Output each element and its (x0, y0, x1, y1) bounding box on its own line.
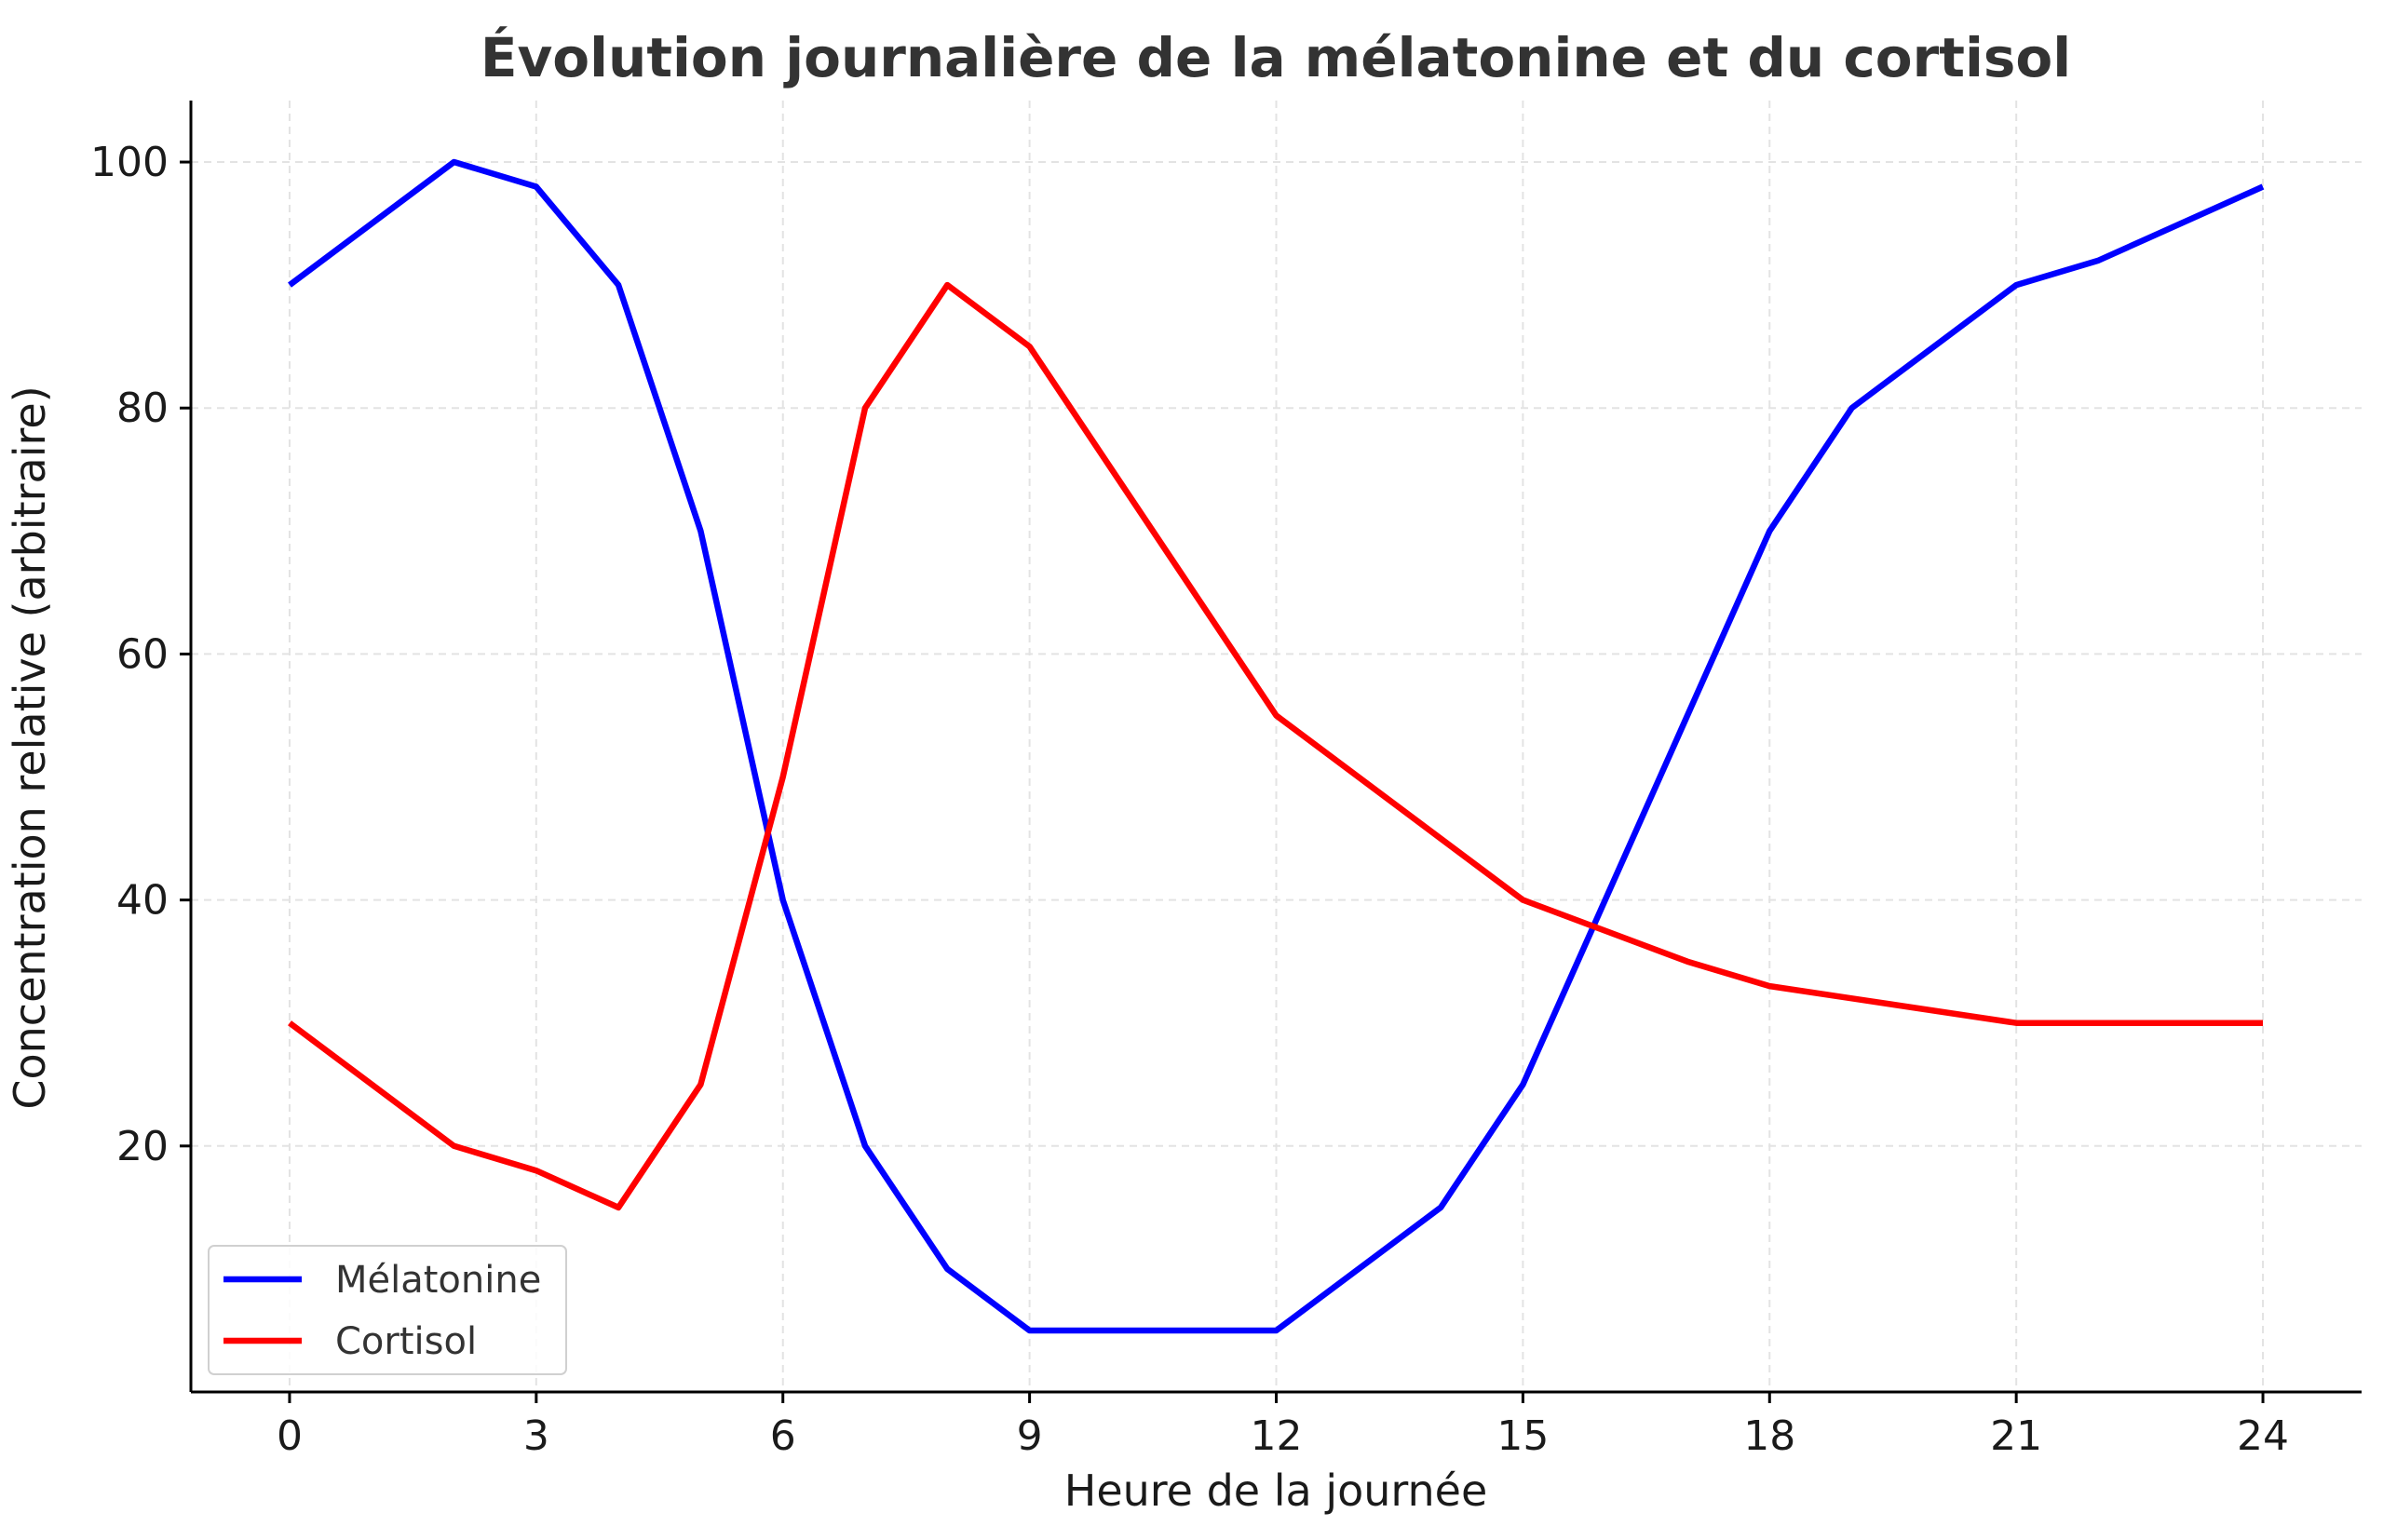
legend: Mélatonine Cortisol (208, 1245, 567, 1375)
x-tick-label: 15 (1496, 1412, 1549, 1460)
x-tick-label: 24 (2237, 1412, 2289, 1460)
y-tick-label: 80 (116, 385, 169, 432)
y-tick-label: 40 (116, 877, 169, 925)
x-tick-label: 3 (523, 1412, 549, 1460)
x-axis-label: Heure de la journée (1064, 1466, 1488, 1516)
axes: 0 3 6 9 12 15 18 21 24 20 40 60 80 100 (90, 101, 2362, 1460)
x-tick-label: 6 (770, 1412, 796, 1460)
y-axis-label: Concentration relative (arbitraire) (5, 385, 55, 1109)
x-tick-label: 21 (1990, 1412, 2042, 1460)
y-tick-label: 100 (90, 139, 169, 186)
series-lines (288, 158, 2265, 1334)
x-tick-label: 9 (1017, 1412, 1043, 1460)
y-tick-label: 60 (116, 630, 169, 678)
chart-title: Évolution journalière de la mélatonine e… (481, 25, 2071, 89)
legend-label-melatonine: Mélatonine (335, 1259, 541, 1302)
x-tick-label: 18 (1743, 1412, 1795, 1460)
x-tick-label: 12 (1251, 1412, 1303, 1460)
y-tick-label: 20 (116, 1123, 169, 1170)
grid (191, 101, 2362, 1392)
series-line-cortisol (288, 281, 2263, 1211)
series-line-melatonine (288, 158, 2265, 1334)
legend-label-cortisol: Cortisol (335, 1320, 477, 1363)
x-tick-label: 0 (277, 1412, 303, 1460)
